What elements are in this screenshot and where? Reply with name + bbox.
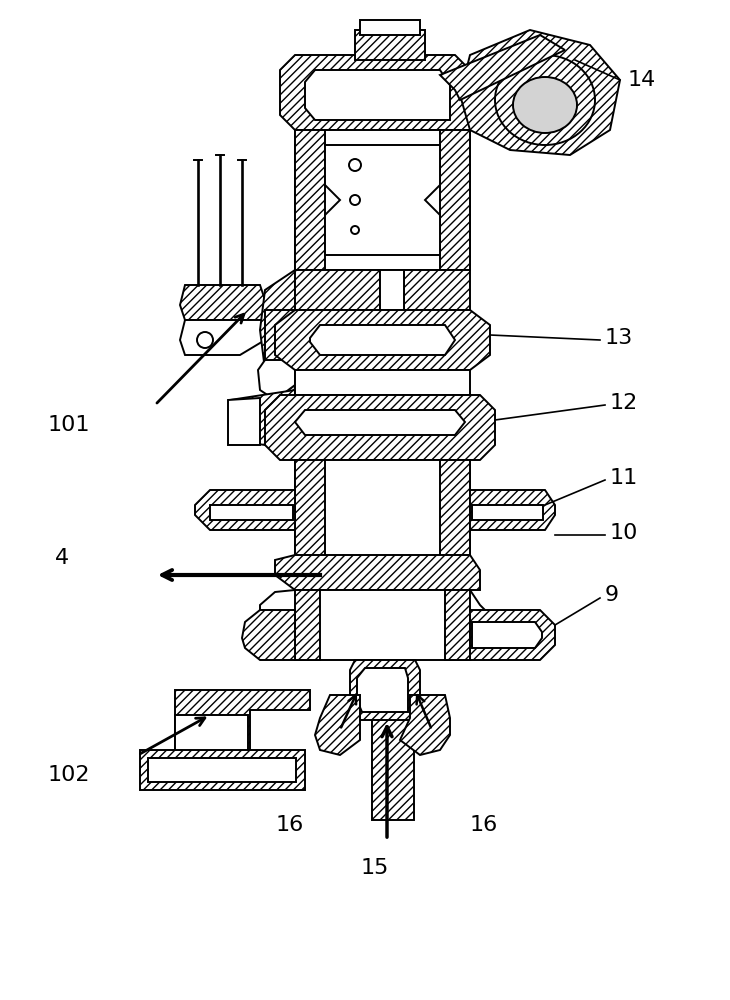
Polygon shape <box>228 398 260 445</box>
Polygon shape <box>445 590 470 660</box>
Polygon shape <box>305 70 450 120</box>
Bar <box>148 758 296 782</box>
Bar <box>355 30 425 60</box>
Polygon shape <box>295 460 325 560</box>
Polygon shape <box>440 130 470 270</box>
Ellipse shape <box>351 226 359 234</box>
Polygon shape <box>195 490 295 530</box>
Polygon shape <box>460 30 620 155</box>
Polygon shape <box>295 410 465 435</box>
Polygon shape <box>175 690 310 770</box>
Polygon shape <box>280 55 470 130</box>
Polygon shape <box>260 270 295 370</box>
Text: 16: 16 <box>276 815 304 835</box>
Bar <box>372 100 414 820</box>
Polygon shape <box>242 610 295 660</box>
Polygon shape <box>350 660 420 720</box>
Polygon shape <box>265 310 295 400</box>
Polygon shape <box>472 622 542 648</box>
Text: 101: 101 <box>48 415 91 435</box>
Polygon shape <box>295 370 470 395</box>
Polygon shape <box>295 460 470 560</box>
Polygon shape <box>472 505 543 520</box>
Polygon shape <box>180 285 265 320</box>
Polygon shape <box>440 460 470 560</box>
Polygon shape <box>357 668 408 712</box>
Text: 12: 12 <box>610 393 638 413</box>
Text: 9: 9 <box>605 585 619 605</box>
Polygon shape <box>295 130 325 270</box>
Polygon shape <box>400 695 450 755</box>
Text: 14: 14 <box>628 70 656 90</box>
Polygon shape <box>175 715 248 770</box>
Text: 4: 4 <box>55 548 69 568</box>
Polygon shape <box>260 590 495 660</box>
Bar <box>360 20 420 35</box>
Polygon shape <box>210 505 293 520</box>
Ellipse shape <box>197 332 213 348</box>
Polygon shape <box>258 360 295 400</box>
Polygon shape <box>404 270 470 310</box>
Ellipse shape <box>350 195 360 205</box>
Polygon shape <box>470 610 555 660</box>
Text: 15: 15 <box>361 858 389 878</box>
Polygon shape <box>380 270 404 310</box>
Polygon shape <box>295 590 320 660</box>
Polygon shape <box>325 145 440 255</box>
Polygon shape <box>440 35 565 100</box>
Polygon shape <box>265 395 495 460</box>
Polygon shape <box>315 695 360 755</box>
Text: 16: 16 <box>470 815 499 835</box>
Polygon shape <box>470 490 555 530</box>
Polygon shape <box>230 390 295 445</box>
Polygon shape <box>275 310 490 370</box>
Polygon shape <box>295 270 380 310</box>
Polygon shape <box>180 320 265 355</box>
Polygon shape <box>275 555 480 590</box>
Text: 13: 13 <box>605 328 633 348</box>
Bar <box>140 750 305 790</box>
Polygon shape <box>265 340 295 435</box>
Ellipse shape <box>349 159 361 171</box>
Text: 102: 102 <box>48 765 91 785</box>
Polygon shape <box>310 325 455 355</box>
Ellipse shape <box>495 55 595 145</box>
Polygon shape <box>295 130 470 270</box>
Ellipse shape <box>513 77 577 133</box>
Text: 10: 10 <box>610 523 638 543</box>
Text: 11: 11 <box>610 468 638 488</box>
